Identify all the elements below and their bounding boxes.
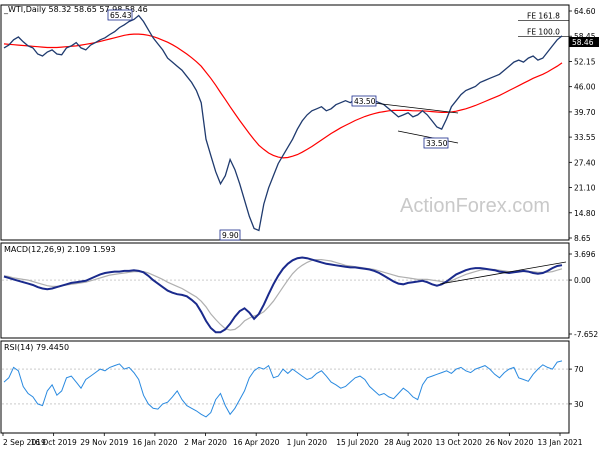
x-tick: 13 Oct 2020 — [436, 433, 483, 447]
svg-text:29 Nov 2019: 29 Nov 2019 — [80, 438, 128, 447]
x-tick: 16 Apr 2020 — [233, 433, 280, 447]
x-tick: 1 Jun 2020 — [287, 433, 328, 447]
svg-text:43.50: 43.50 — [354, 97, 376, 106]
svg-text:16 Jan 2020: 16 Jan 2020 — [132, 438, 177, 447]
svg-text:39.70: 39.70 — [574, 108, 596, 117]
macd-panel-title: MACD(12,26,9) 2.109 1.593 — [4, 245, 116, 254]
macd-y-tick: -7.652 — [569, 330, 598, 339]
macd-y-tick: 3.696 — [569, 250, 596, 259]
price-y-tick: 27.40 — [569, 158, 596, 167]
svg-text:1 Jun 2020: 1 Jun 2020 — [287, 438, 328, 447]
rsi-panel-frame — [0, 340, 570, 434]
svg-text:-7.652: -7.652 — [574, 330, 598, 339]
price-y-tick: 58.45 — [569, 32, 596, 41]
svg-text:16 Oct 2019: 16 Oct 2019 — [30, 438, 77, 447]
annotation-33-50: 33.50 — [423, 137, 449, 149]
svg-text:58.45: 58.45 — [574, 32, 596, 41]
price-line — [3, 14, 563, 232]
macd-trendline — [439, 261, 567, 285]
rsi-level: 30 — [2, 400, 584, 409]
svg-text:16 Apr 2020: 16 Apr 2020 — [233, 438, 280, 447]
svg-text:2 Sep 2019: 2 Sep 2019 — [3, 438, 46, 447]
x-tick: 2 Sep 2019 — [2, 433, 46, 447]
svg-text:FE 100.0: FE 100.0 — [527, 28, 560, 37]
rsi-line — [3, 360, 563, 418]
rsi-y-ticks: 70 30 — [2, 365, 584, 409]
svg-text:26 Nov 2020: 26 Nov 2020 — [485, 438, 533, 447]
macd-panel: MACD(12,26,9) 2.109 1.593 3.696 0.00 -7.65… — [0, 242, 598, 339]
svg-text:FE 161.8: FE 161.8 — [527, 11, 560, 20]
svg-text:28 Aug 2020: 28 Aug 2020 — [384, 438, 432, 447]
macd-panel-frame — [0, 242, 570, 339]
x-tick: 16 Oct 2019 — [30, 433, 77, 447]
price-y-tick: 14.80 — [569, 209, 596, 218]
svg-text:3.696: 3.696 — [574, 250, 596, 259]
price-y-tick: 52.15 — [569, 57, 596, 66]
watermark: ActionForex.com — [400, 195, 550, 217]
svg-text:33.50: 33.50 — [426, 139, 448, 148]
price-panel-title: _WTI,Daily 58.32 58.65 57.98 58.46 — [3, 5, 148, 14]
price-y-tick: 21.10 — [569, 184, 596, 193]
macd-signal-line — [3, 259, 563, 331]
svg-text:14.80: 14.80 — [574, 209, 596, 218]
price-y-ticks: 64.60 58.45 52.15 46.00 39.70 33.55 27.40 21.10… — [569, 7, 596, 243]
svg-text:13 Oct 2020: 13 Oct 2020 — [436, 438, 483, 447]
fib-level: FE 161.8 — [518, 11, 569, 21]
annotation-65-43: 65.43 — [107, 9, 133, 21]
svg-text:9.90: 9.90 — [222, 231, 239, 240]
svg-text:70: 70 — [574, 365, 584, 374]
macd-line — [3, 256, 563, 334]
svg-text:52.15: 52.15 — [574, 57, 596, 66]
rsi-panel-title: RSI(14) 79.4450 — [4, 343, 69, 352]
svg-text:33.55: 33.55 — [574, 133, 596, 142]
price-y-tick: 39.70 — [569, 108, 596, 117]
price-panel: _WTI,Daily 58.32 58.65 57.98 58.46 Actio… — [0, 4, 599, 243]
x-tick: 26 Nov 2020 — [485, 433, 534, 447]
svg-text:64.60: 64.60 — [574, 7, 596, 16]
price-y-tick: 64.60 — [569, 7, 596, 16]
svg-text:65.43: 65.43 — [110, 11, 132, 20]
macd-y-tick: 0.00 — [569, 276, 591, 285]
price-y-tick: 46.00 — [569, 83, 596, 92]
svg-text:2 Mar 2020: 2 Mar 2020 — [184, 438, 227, 447]
rsi-panel: RSI(14) 79.4450 70 30 — [0, 340, 584, 434]
annotation-9-90: 9.90 — [219, 229, 241, 241]
svg-text:27.40: 27.40 — [574, 158, 596, 167]
annotation-43-50: 43.50 — [351, 95, 377, 107]
macd-y-ticks: 3.696 0.00 -7.652 — [569, 250, 598, 339]
rsi-level: 70 — [2, 365, 584, 374]
svg-text:58.46: 58.46 — [572, 38, 594, 47]
x-tick: 28 Aug 2020 — [384, 433, 432, 447]
price-y-tick: 33.55 — [569, 133, 596, 142]
x-tick: 16 Jan 2020 — [132, 433, 178, 447]
svg-text:21.10: 21.10 — [574, 184, 596, 193]
svg-text:46.00: 46.00 — [574, 83, 596, 92]
price-panel-frame — [0, 4, 570, 241]
svg-text:8.65: 8.65 — [574, 234, 591, 243]
svg-text:30: 30 — [574, 400, 584, 409]
current-price-badge: 58.46 — [569, 37, 599, 47]
x-tick: 15 Jul 2020 — [336, 433, 379, 447]
x-tick: 2 Mar 2020 — [184, 433, 227, 447]
x-tick: 13 Jan 2021 — [538, 433, 583, 447]
x-tick: 29 Nov 2019 — [80, 433, 129, 447]
svg-text:13 Jan 2021: 13 Jan 2021 — [538, 438, 583, 447]
svg-text:0.00: 0.00 — [574, 276, 591, 285]
svg-text:15 Jul 2020: 15 Jul 2020 — [336, 438, 379, 447]
price-y-tick: 8.65 — [569, 234, 591, 243]
